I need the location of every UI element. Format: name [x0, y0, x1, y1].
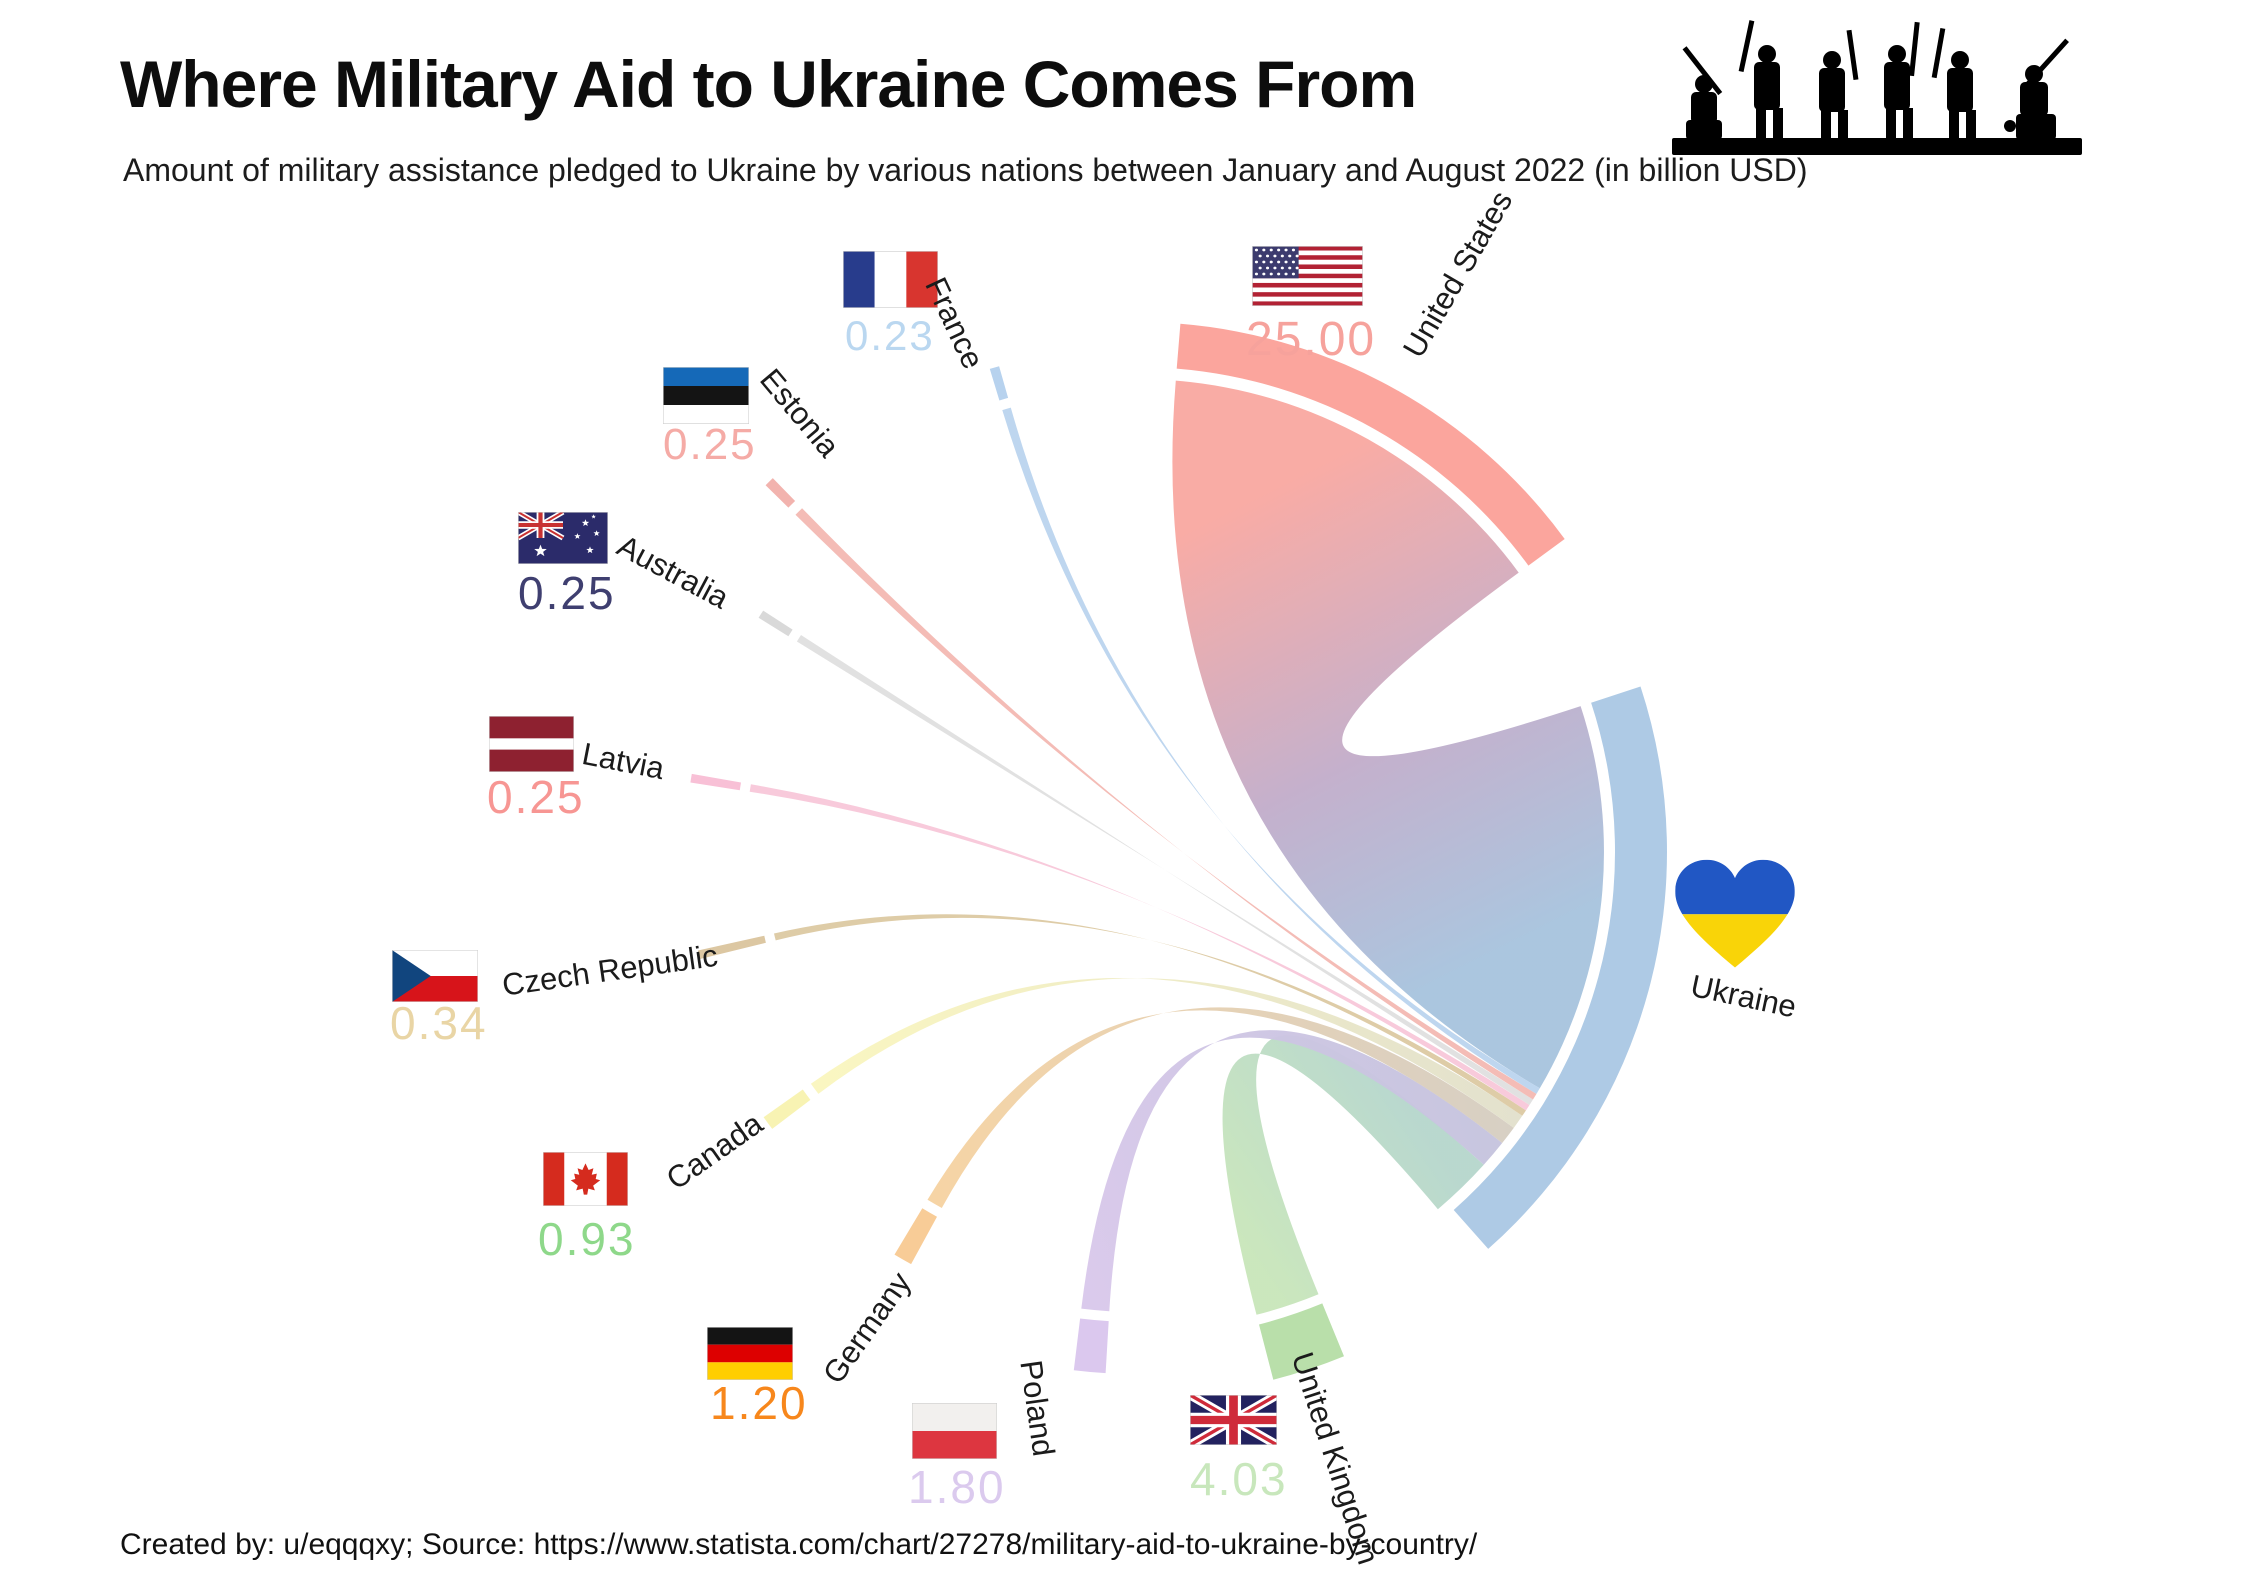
canada-flag	[543, 1152, 628, 1211]
united-states-flag	[1252, 246, 1363, 311]
united-kingdom-flag	[1187, 1391, 1280, 1450]
united-kingdom-value: 4.03	[1190, 1453, 1288, 1505]
latvia-value: 0.25	[487, 771, 585, 823]
czech-republic-tip-arc	[697, 935, 766, 959]
poland-flag	[912, 1403, 997, 1464]
united-kingdom-tip-arc	[1259, 1303, 1344, 1380]
australia-tip-arc	[758, 610, 793, 637]
germany-tip-arc	[894, 1208, 937, 1265]
ukraine-heart-icon	[1670, 856, 1800, 975]
czech-republic-value: 0.34	[390, 997, 488, 1049]
france-flag	[843, 251, 938, 313]
australia-value: 0.25	[518, 567, 616, 619]
footer-credit: Created by: u/eqqqxy; Source: https://ww…	[120, 1528, 1478, 1561]
france-value: 0.23	[845, 312, 935, 359]
page-subtitle: Amount of military assistance pledged to…	[123, 152, 1808, 188]
united-kingdom-ribbon	[1222, 1035, 1484, 1315]
poland-tip-arc	[1073, 1318, 1109, 1374]
czech-republic-flag	[392, 950, 478, 1007]
united-states-ribbon	[1172, 380, 1604, 1089]
united-states-tip-arc	[1176, 323, 1565, 566]
page-title: Where Military Aid to Ukraine Comes From	[120, 47, 1417, 121]
united-states-value: 25.00	[1246, 313, 1377, 366]
australia-flag	[516, 509, 608, 569]
estonia-tip-arc	[765, 478, 796, 508]
germany-value: 1.20	[710, 1377, 808, 1429]
poland-value: 1.80	[908, 1461, 1006, 1513]
germany-flag	[707, 1327, 793, 1385]
australia-ribbon	[796, 635, 1533, 1105]
france-tip-arc	[989, 366, 1009, 401]
canada-tip-arc	[763, 1089, 811, 1129]
estonia-flag	[663, 367, 749, 429]
latvia-tip-arc	[690, 773, 741, 791]
soldiers-silhouette-icon	[1672, 20, 2082, 155]
estonia-value: 0.25	[663, 420, 757, 469]
canada-value: 0.93	[538, 1213, 636, 1265]
latvia-flag	[489, 716, 574, 777]
ukraine-arc	[1453, 686, 1667, 1249]
